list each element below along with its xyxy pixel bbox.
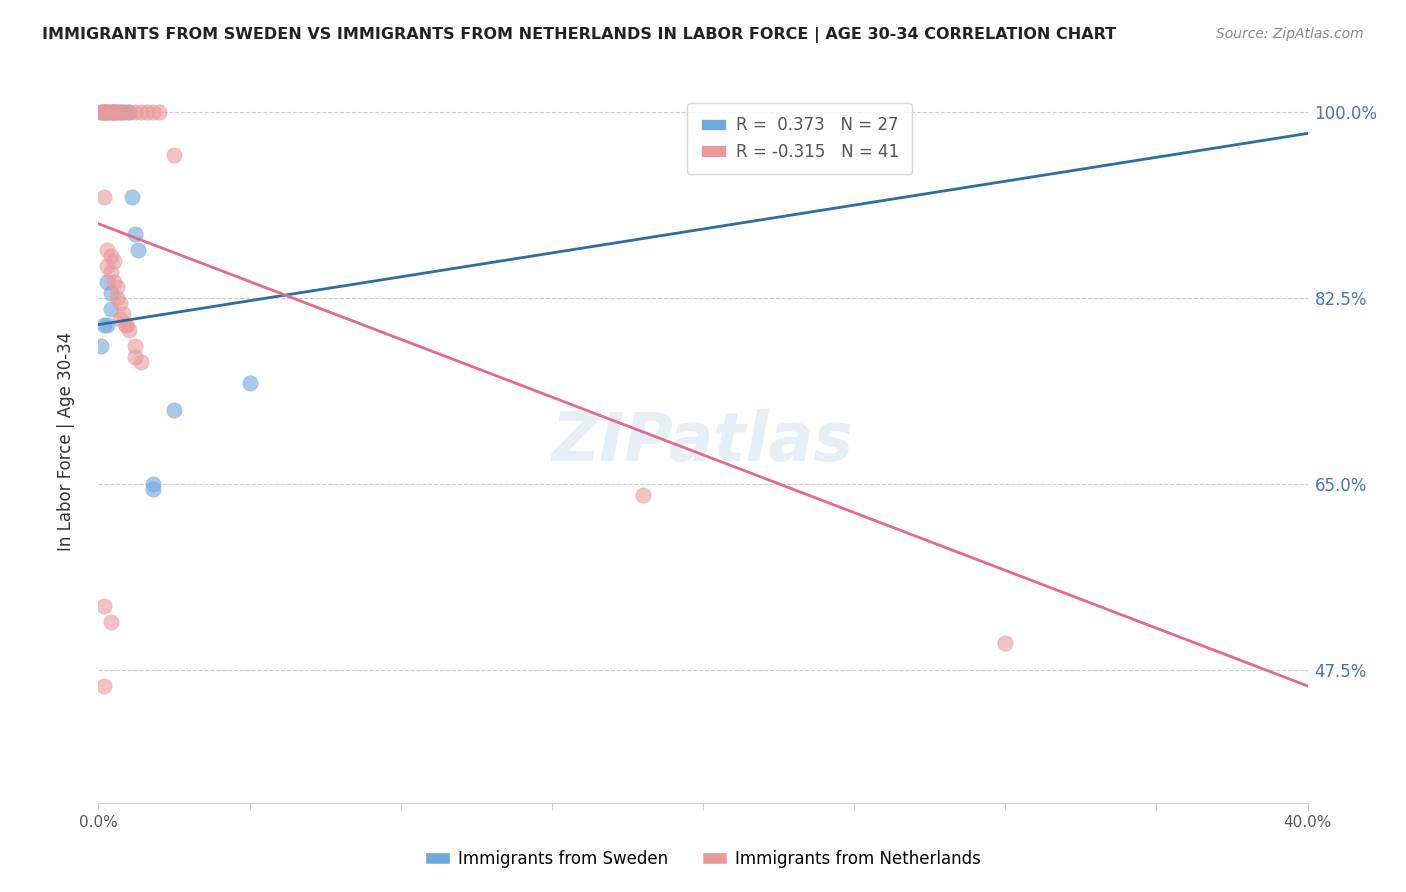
Point [118, 323, 141, 337]
Point [118, 105, 141, 120]
Point [105, 105, 128, 120]
Point [90, 339, 112, 353]
Point [105, 291, 128, 305]
Point [148, 105, 170, 120]
Point [96, 318, 118, 332]
Point [90, 105, 112, 120]
Point [100, 105, 122, 120]
Point [142, 483, 165, 497]
Point [994, 636, 1017, 650]
Point [96, 275, 118, 289]
Point [163, 402, 186, 417]
Point [93, 105, 115, 120]
Point [100, 264, 122, 278]
Point [163, 147, 186, 161]
Point [124, 339, 146, 353]
Point [129, 105, 152, 120]
Point [100, 249, 122, 263]
Point [96, 105, 118, 120]
Point [93, 105, 115, 120]
Point [100, 285, 122, 300]
Point [103, 105, 125, 120]
Point [111, 307, 134, 321]
Point [121, 190, 143, 204]
Point [239, 376, 262, 390]
Point [100, 105, 122, 120]
Text: Source: ZipAtlas.com: Source: ZipAtlas.com [1216, 27, 1364, 41]
Point [96, 105, 118, 120]
Point [108, 105, 131, 120]
Point [124, 350, 146, 364]
Point [111, 105, 134, 120]
Point [108, 105, 131, 120]
Point [108, 296, 131, 310]
Legend: Immigrants from Sweden, Immigrants from Netherlands: Immigrants from Sweden, Immigrants from … [419, 844, 987, 875]
Point [105, 280, 128, 294]
Point [93, 105, 115, 120]
Point [111, 105, 134, 120]
Point [100, 105, 122, 120]
Point [114, 105, 136, 120]
Point [118, 105, 141, 120]
Point [114, 318, 136, 332]
Legend: R =  0.373   N = 27, R = -0.315   N = 41: R = 0.373 N = 27, R = -0.315 N = 41 [688, 103, 912, 174]
Point [100, 615, 122, 630]
Point [124, 105, 146, 120]
Point [105, 105, 128, 120]
Point [127, 244, 149, 258]
Point [96, 259, 118, 273]
Text: ZIPatlas: ZIPatlas [553, 409, 853, 475]
Point [142, 105, 165, 120]
Y-axis label: In Labor Force | Age 30-34: In Labor Force | Age 30-34 [56, 332, 75, 551]
Point [114, 318, 136, 332]
Point [93, 190, 115, 204]
Point [135, 105, 157, 120]
Point [129, 355, 152, 369]
Point [103, 254, 125, 268]
Point [93, 679, 115, 693]
Point [90, 105, 112, 120]
Point [93, 599, 115, 614]
Point [103, 275, 125, 289]
Point [93, 318, 115, 332]
Point [96, 244, 118, 258]
Point [124, 227, 146, 242]
Point [631, 488, 654, 502]
Point [103, 105, 125, 120]
Point [100, 301, 122, 316]
Text: IMMIGRANTS FROM SWEDEN VS IMMIGRANTS FROM NETHERLANDS IN LABOR FORCE | AGE 30-34: IMMIGRANTS FROM SWEDEN VS IMMIGRANTS FRO… [42, 27, 1116, 43]
Point [96, 105, 118, 120]
Point [103, 105, 125, 120]
Point [108, 312, 131, 326]
Point [142, 477, 165, 491]
Point [93, 105, 115, 120]
